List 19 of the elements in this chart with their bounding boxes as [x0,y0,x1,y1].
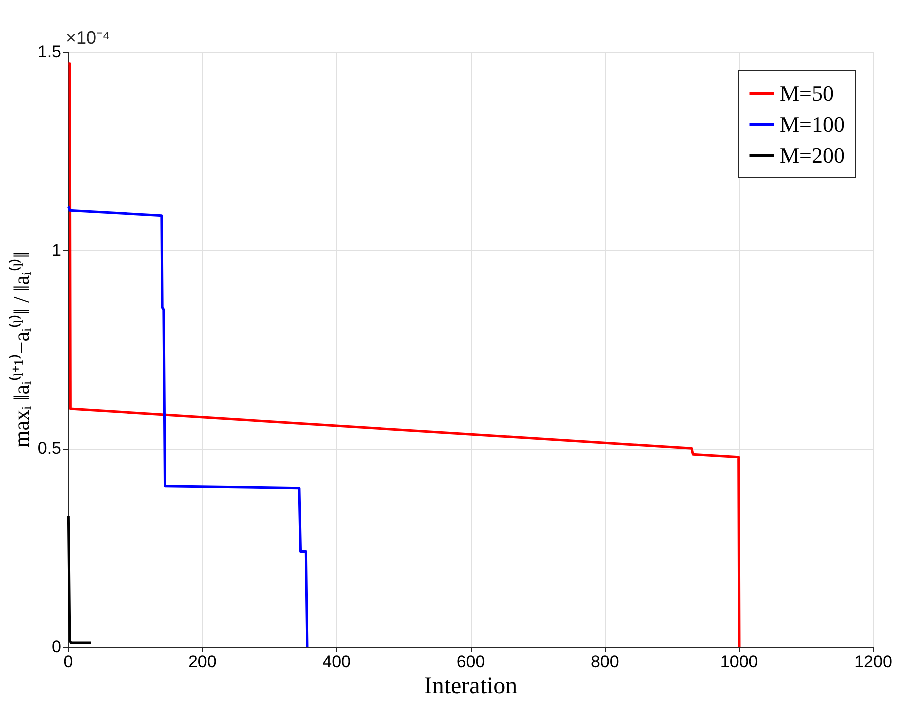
x-tick-label: 1000 [720,652,758,672]
legend-label: M=50 [780,81,834,106]
x-axis-title: Interation [424,674,518,700]
legend-label: M=200 [780,143,845,168]
y-tick-label: 1.5 [38,42,62,62]
x-tick-label: 1200 [854,652,892,672]
y-axis-title: maxᵢ ‖aᵢ⁽ˡ⁺¹⁾−aᵢ⁽ˡ⁾‖ / ‖aᵢ⁽ˡ⁾‖ [8,252,34,448]
legend-label: M=100 [780,112,845,137]
line-series [67,205,309,648]
text: ×10⁻⁴ [66,28,110,48]
y-tick-label: 0.5 [38,439,62,458]
x-tick-label: 600 [456,652,486,672]
x-tick-label: 0 [64,652,74,672]
line-series [67,62,741,648]
x-tick-label: 800 [590,652,620,672]
x-tick-label: 200 [188,652,217,672]
x-tick-label: 400 [322,652,352,672]
y-tick-label: 0 [52,638,62,656]
y-tick-label: 1 [52,240,62,260]
